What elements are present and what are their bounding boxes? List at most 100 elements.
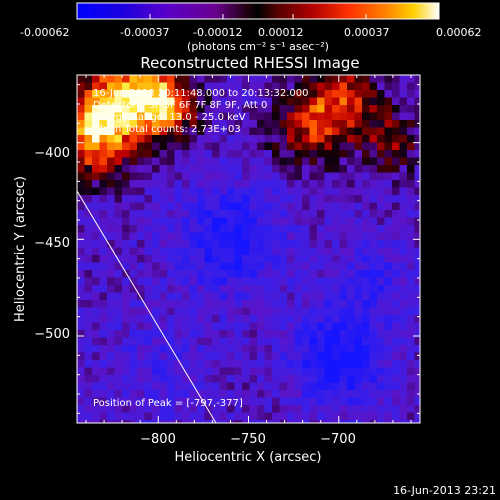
heatmap-cell bbox=[189, 277, 198, 286]
heatmap-cell bbox=[77, 217, 85, 226]
heatmap-cell bbox=[234, 142, 243, 151]
heatmap-cell bbox=[242, 360, 250, 368]
heatmap-cell bbox=[107, 397, 115, 406]
heatmap-cell bbox=[189, 172, 198, 181]
heatmap-cell bbox=[197, 277, 205, 286]
heatmap-cell bbox=[339, 262, 348, 271]
heatmap-cell bbox=[384, 247, 393, 256]
heatmap-cell bbox=[152, 225, 160, 233]
heatmap-cell bbox=[114, 202, 123, 211]
heatmap-cell bbox=[99, 262, 108, 271]
heatmap-cell bbox=[257, 405, 265, 413]
heatmap-cell bbox=[204, 367, 213, 376]
heatmap-cell bbox=[339, 187, 348, 196]
heatmap-cell bbox=[234, 390, 243, 398]
heatmap-cell bbox=[302, 390, 310, 398]
heatmap-cell bbox=[324, 195, 333, 203]
heatmap-cell bbox=[129, 150, 138, 158]
heatmap-cell bbox=[92, 262, 100, 271]
heatmap-cell bbox=[399, 97, 408, 106]
heatmap-cell bbox=[219, 82, 228, 91]
heatmap-cell bbox=[309, 105, 318, 113]
heatmap-cell bbox=[407, 157, 415, 166]
heatmap-cell bbox=[107, 292, 115, 301]
heatmap-cell bbox=[137, 375, 145, 383]
heatmap-cell bbox=[144, 82, 153, 91]
heatmap-cell bbox=[189, 382, 198, 391]
heatmap-cell bbox=[309, 412, 318, 421]
heatmap-cell bbox=[257, 172, 265, 181]
heatmap-cell bbox=[204, 300, 213, 308]
heatmap-cell bbox=[159, 315, 168, 323]
heatmap-cell bbox=[234, 195, 243, 203]
heatmap-cell bbox=[152, 315, 160, 323]
heatmap-cell bbox=[114, 390, 123, 398]
heatmap-cell bbox=[279, 360, 288, 368]
heatmap-cell bbox=[174, 322, 183, 331]
heatmap-cell bbox=[347, 352, 355, 361]
heatmap-cell bbox=[167, 172, 175, 181]
heatmap-cell bbox=[114, 412, 123, 421]
heatmap-cell bbox=[204, 262, 213, 271]
heatmap-cell bbox=[234, 405, 243, 413]
heatmap-cell bbox=[257, 135, 265, 143]
heatmap-cell bbox=[84, 330, 93, 338]
heatmap-cell bbox=[309, 157, 318, 166]
heatmap-cell bbox=[324, 135, 333, 143]
heatmap-cell bbox=[399, 105, 408, 113]
heatmap-cell bbox=[212, 277, 220, 286]
heatmap-cell bbox=[362, 375, 370, 383]
heatmap-cell bbox=[159, 247, 168, 256]
heatmap-cell bbox=[279, 270, 288, 278]
heatmap-cell bbox=[399, 240, 408, 248]
heatmap-cell bbox=[167, 405, 175, 413]
heatmap-cell bbox=[354, 315, 363, 323]
heatmap-cell bbox=[204, 360, 213, 368]
heatmap-cell bbox=[197, 292, 205, 301]
heatmap-cell bbox=[294, 262, 303, 271]
heatmap-cell bbox=[114, 217, 123, 226]
heatmap-cell bbox=[279, 262, 288, 271]
heatmap-cell bbox=[294, 127, 303, 136]
heatmap-cell bbox=[332, 217, 340, 226]
heatmap-cell bbox=[167, 90, 175, 98]
heatmap-cell bbox=[189, 97, 198, 106]
heatmap-cell bbox=[272, 352, 280, 361]
heatmap-cell bbox=[182, 120, 190, 128]
heatmap-cell bbox=[189, 180, 198, 188]
heatmap-cell bbox=[339, 405, 348, 413]
heatmap-cell bbox=[279, 240, 288, 248]
heatmap-cell bbox=[257, 195, 265, 203]
heatmap-cell bbox=[324, 292, 333, 301]
heatmap-cell bbox=[264, 232, 273, 241]
heatmap-cell bbox=[414, 270, 420, 278]
heatmap-cell bbox=[212, 180, 220, 188]
heatmap-cell bbox=[287, 232, 295, 241]
heatmap-cell bbox=[159, 142, 168, 151]
heatmap-cell bbox=[332, 255, 340, 263]
y-tick-label: −450 bbox=[34, 236, 70, 251]
heatmap-cell bbox=[249, 405, 258, 413]
heatmap-cell bbox=[152, 367, 160, 376]
heatmap-cell bbox=[219, 420, 228, 423]
heatmap-cell bbox=[144, 292, 153, 301]
heatmap-cell bbox=[287, 210, 295, 218]
heatmap-cell bbox=[197, 240, 205, 248]
heatmap-cell bbox=[294, 352, 303, 361]
heatmap-cell bbox=[339, 360, 348, 368]
heatmap-cell bbox=[92, 360, 100, 368]
heatmap-cell bbox=[249, 187, 258, 196]
heatmap-cell bbox=[227, 90, 235, 98]
heatmap-cell bbox=[174, 157, 183, 166]
heatmap-cell bbox=[309, 397, 318, 406]
heatmap-cell bbox=[144, 390, 153, 398]
heatmap-cell bbox=[354, 232, 363, 241]
heatmap-cell bbox=[272, 232, 280, 241]
heatmap-cell bbox=[212, 300, 220, 308]
heatmap-cell bbox=[197, 322, 205, 331]
heatmap-cell bbox=[212, 307, 220, 316]
heatmap-cell bbox=[204, 97, 213, 106]
heatmap-cell bbox=[407, 255, 415, 263]
heatmap-cell bbox=[92, 75, 100, 83]
heatmap-cell bbox=[309, 150, 318, 158]
